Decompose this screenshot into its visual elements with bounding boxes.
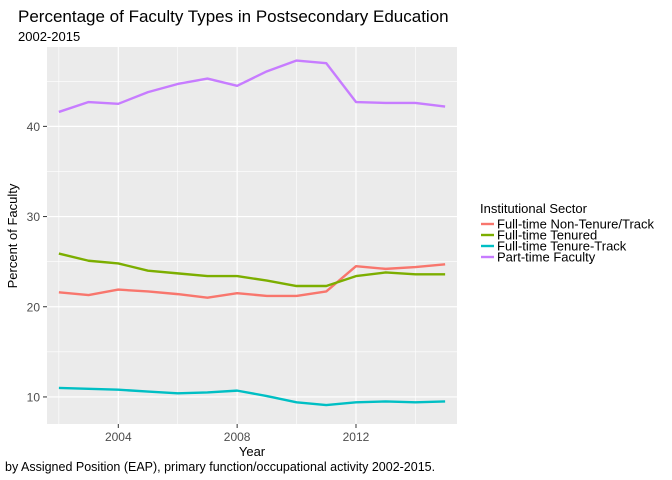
chart-caption: by Assigned Position (EAP), primary func… (5, 460, 435, 474)
y-tick-label: 10 (27, 390, 41, 404)
x-tick-label: 2004 (105, 430, 132, 444)
y-axis-title: Percent of Faculty (5, 183, 20, 288)
legend: Institutional Sector Full-time Non-Tenur… (480, 201, 655, 265)
legend-label-4: Part-time Faculty (497, 250, 596, 265)
y-tick-label: 30 (27, 210, 41, 224)
series-line-2 (58, 252, 446, 288)
y-tick-label: 40 (27, 120, 41, 134)
legend-label-2: Full-time Tenured (497, 228, 597, 243)
x-tick-label: 2008 (224, 430, 251, 444)
axis-ticks: 10 20 30 40 2004 2008 2012 (27, 120, 370, 444)
legend-label-1: Full-time Non-Tenure/Track (497, 217, 655, 232)
series-line-1 (58, 263, 446, 299)
grid (47, 47, 457, 424)
legend-label-3: Full-time Tenure-Track (497, 239, 627, 254)
chart-title: Percentage of Faculty Types in Postsecon… (18, 7, 449, 26)
chart-subtitle: 2002-2015 (18, 29, 80, 44)
y-tick-label: 20 (27, 300, 41, 314)
series-lines (58, 59, 446, 407)
series-line-4 (58, 59, 446, 114)
legend-title: Institutional Sector (480, 201, 588, 216)
x-axis-title: Year (239, 444, 266, 459)
x-tick-label: 2012 (343, 430, 370, 444)
plot-panel (47, 47, 457, 424)
series-line-3 (58, 386, 446, 407)
